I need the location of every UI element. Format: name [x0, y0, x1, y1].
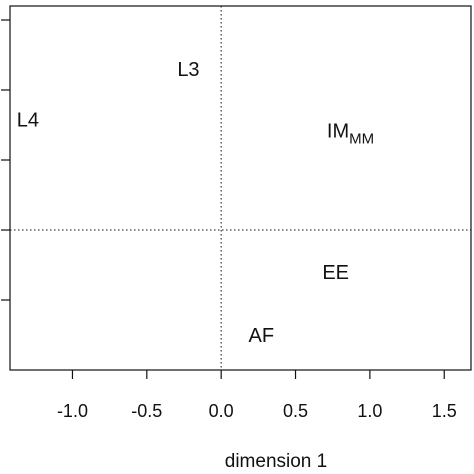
point-label-l4: L4	[17, 109, 39, 131]
y-axis	[1, 19, 10, 301]
x-tick-label: 0.5	[283, 401, 308, 421]
point-label-immm: IMMM	[327, 121, 374, 148]
plot-frame	[9, 5, 472, 371]
x-tick-label: -0.5	[131, 401, 162, 421]
point-label-l3: L3	[177, 59, 199, 81]
x-tick-label: -1.0	[57, 401, 88, 421]
point-labels: L3 L4 IMMM EE AF	[17, 59, 374, 347]
point-label-ee: EE	[322, 262, 349, 284]
x-tick-label: 1.5	[432, 401, 457, 421]
reference-lines	[10, 6, 471, 370]
x-tick-label: 1.0	[357, 401, 382, 421]
point-label-af: AF	[249, 325, 275, 347]
x-tick-label: 0.0	[209, 401, 234, 421]
x-axis: -1.0 -0.5 0.0 0.5 1.0 1.5	[57, 370, 457, 421]
x-axis-label: dimension 1	[225, 451, 327, 472]
